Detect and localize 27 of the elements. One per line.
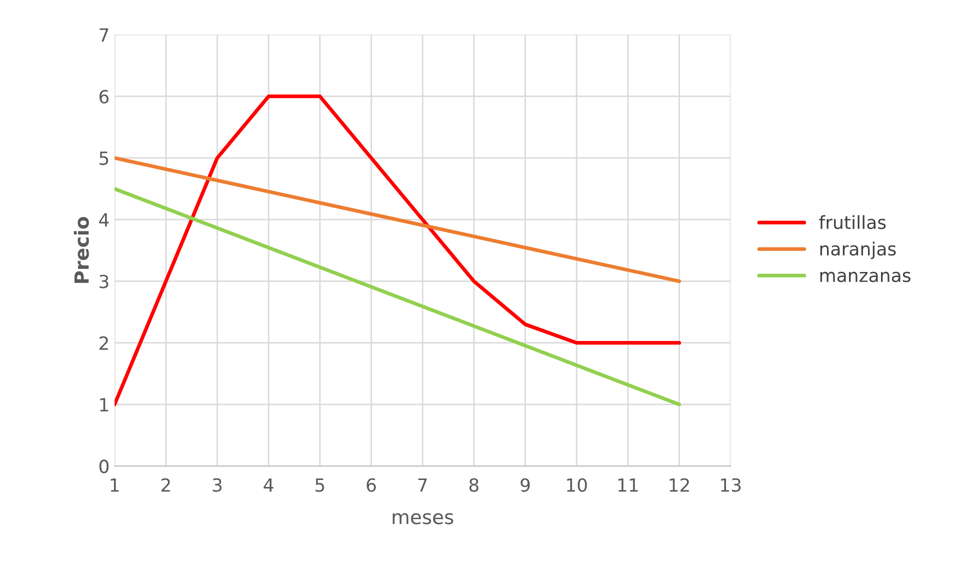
y-tick-label: 0 [99,460,109,474]
x-axis-title: meses [392,513,454,524]
legend-label: manzanas [820,272,910,282]
x-tick-label: 12 [670,478,689,492]
x-tick-label: 5 [316,478,324,492]
y-tick-label: 6 [100,90,109,104]
x-tick-label: 8 [469,478,478,492]
x-tick-label: 2 [162,478,170,492]
legend-label: naranjas [820,242,896,260]
x-tick-label: 9 [520,478,530,492]
x-tick-label: 13 [721,478,741,492]
x-tick-label: 7 [418,478,427,492]
y-tick-label: 3 [100,274,108,288]
y-tick-label: 1 [100,398,108,412]
x-tick-label: 11 [618,478,638,492]
y-tick-label: 7 [100,28,108,42]
y-tick-label: 5 [100,152,108,166]
x-tick-label: 1 [110,478,119,492]
x-tick-label: 10 [567,478,587,492]
x-tick-label: 6 [366,478,376,492]
legend-label: frutillas [819,215,886,230]
y-tick-label: 4 [99,213,109,226]
x-tick-label: 4 [264,478,274,492]
y-tick-label: 2 [100,336,108,350]
x-tick-label: 3 [212,478,222,492]
line-series [114,94,682,406]
y-axis-title: Precio [74,216,89,283]
